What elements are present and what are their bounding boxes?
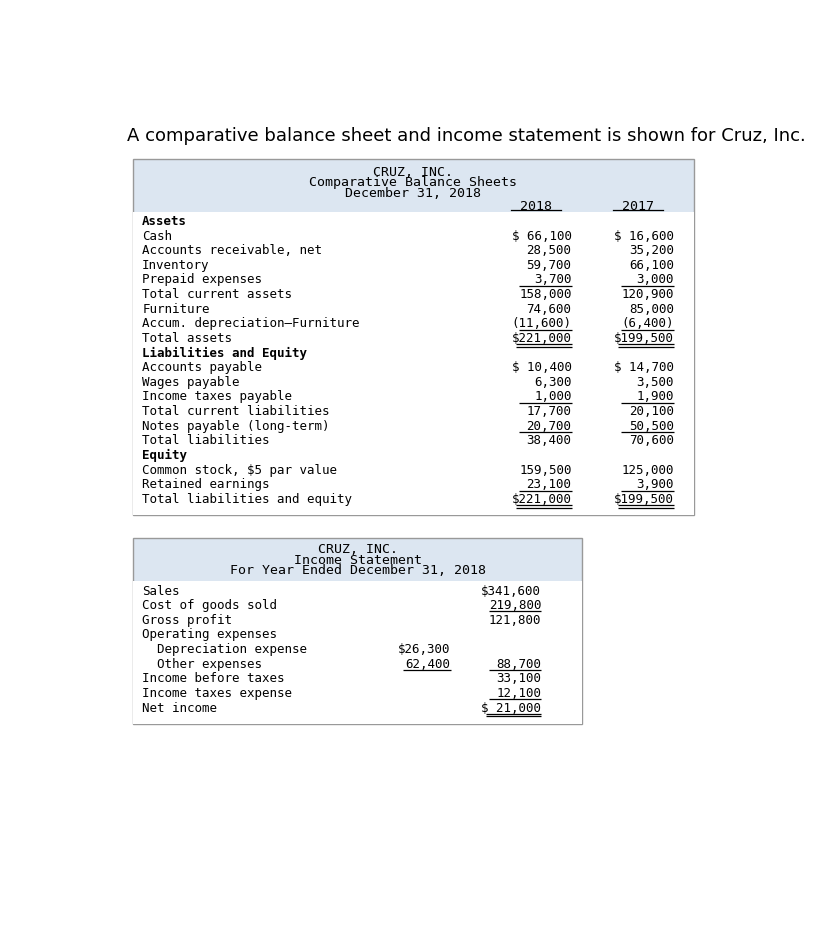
Text: 219,800: 219,800 (488, 599, 541, 612)
Text: 120,900: 120,900 (620, 288, 673, 301)
Text: Cash: Cash (142, 229, 172, 243)
Text: Notes payable (long-term): Notes payable (long-term) (142, 420, 329, 432)
Text: Accum. depreciation–Furniture: Accum. depreciation–Furniture (142, 317, 359, 330)
Text: Equity: Equity (142, 449, 187, 462)
Text: $221,000: $221,000 (511, 493, 571, 506)
Text: $341,600: $341,600 (480, 584, 541, 598)
Text: (6,400): (6,400) (620, 317, 673, 330)
Text: 88,700: 88,700 (495, 658, 541, 670)
Text: $ 14,700: $ 14,700 (613, 362, 673, 374)
Text: Common stock, $5 par value: Common stock, $5 par value (142, 464, 337, 477)
Text: 28,500: 28,500 (526, 244, 571, 257)
Text: 158,000: 158,000 (519, 288, 571, 301)
Text: 38,400: 38,400 (526, 434, 571, 447)
Text: Other expenses: Other expenses (142, 658, 262, 670)
Text: Operating expenses: Operating expenses (142, 629, 277, 641)
Text: Inventory: Inventory (142, 259, 209, 272)
Text: $26,300: $26,300 (398, 643, 450, 656)
Text: Net income: Net income (142, 701, 217, 715)
Text: (11,600): (11,600) (511, 317, 571, 330)
Text: 3,900: 3,900 (636, 479, 673, 491)
Text: For Year Ended December 31, 2018: For Year Ended December 31, 2018 (229, 565, 485, 578)
Text: Income before taxes: Income before taxes (142, 672, 284, 685)
Text: 17,700: 17,700 (526, 405, 571, 418)
Text: Liabilities and Equity: Liabilities and Equity (142, 346, 307, 360)
Text: 74,600: 74,600 (526, 303, 571, 315)
Text: 59,700: 59,700 (526, 259, 571, 272)
Text: 159,500: 159,500 (519, 464, 571, 477)
FancyBboxPatch shape (133, 160, 693, 515)
Text: Wages payable: Wages payable (142, 376, 240, 389)
Text: $ 21,000: $ 21,000 (480, 701, 541, 715)
Text: 85,000: 85,000 (629, 303, 673, 315)
Text: 2017: 2017 (622, 199, 653, 212)
Text: Total current liabilities: Total current liabilities (142, 405, 329, 418)
Text: $221,000: $221,000 (511, 332, 571, 345)
Text: CRUZ, INC.: CRUZ, INC. (373, 165, 453, 178)
Text: $199,500: $199,500 (613, 493, 673, 506)
Text: $199,500: $199,500 (613, 332, 673, 345)
Text: Sales: Sales (142, 584, 179, 598)
Text: 121,800: 121,800 (488, 614, 541, 627)
Text: Total assets: Total assets (142, 332, 232, 345)
Text: December 31, 2018: December 31, 2018 (345, 187, 481, 200)
Text: Income taxes payable: Income taxes payable (142, 391, 292, 403)
Text: Income taxes expense: Income taxes expense (142, 687, 292, 700)
Text: A comparative balance sheet and income statement is shown for Cruz, Inc.: A comparative balance sheet and income s… (127, 127, 805, 145)
Text: 70,600: 70,600 (629, 434, 673, 447)
Text: 35,200: 35,200 (629, 244, 673, 257)
Text: Total current assets: Total current assets (142, 288, 292, 301)
Text: Total liabilities and equity: Total liabilities and equity (142, 493, 351, 506)
Text: 20,700: 20,700 (526, 420, 571, 432)
Text: 125,000: 125,000 (620, 464, 673, 477)
Text: 50,500: 50,500 (629, 420, 673, 432)
Text: Accounts receivable, net: Accounts receivable, net (142, 244, 322, 257)
Text: 3,700: 3,700 (533, 274, 571, 286)
Text: Retained earnings: Retained earnings (142, 479, 270, 491)
Text: $ 66,100: $ 66,100 (511, 229, 571, 243)
Text: $ 10,400: $ 10,400 (511, 362, 571, 374)
Text: Comparative Balance Sheets: Comparative Balance Sheets (309, 177, 517, 190)
Text: Accounts payable: Accounts payable (142, 362, 262, 374)
Text: 2018: 2018 (519, 199, 552, 212)
Text: 12,100: 12,100 (495, 687, 541, 700)
Text: Cost of goods sold: Cost of goods sold (142, 599, 277, 612)
Text: Prepaid expenses: Prepaid expenses (142, 274, 262, 286)
Text: 66,100: 66,100 (629, 259, 673, 272)
Text: 3,000: 3,000 (636, 274, 673, 286)
Text: Depreciation expense: Depreciation expense (142, 643, 307, 656)
Text: 1,000: 1,000 (533, 391, 571, 403)
Text: 23,100: 23,100 (526, 479, 571, 491)
Text: Gross profit: Gross profit (142, 614, 232, 627)
Text: $ 16,600: $ 16,600 (613, 229, 673, 243)
Text: Assets: Assets (142, 215, 187, 228)
Text: 1,900: 1,900 (636, 391, 673, 403)
Text: Total liabilities: Total liabilities (142, 434, 270, 447)
FancyBboxPatch shape (133, 211, 693, 515)
Text: 20,100: 20,100 (629, 405, 673, 418)
FancyBboxPatch shape (133, 582, 581, 724)
Text: Furniture: Furniture (142, 303, 209, 315)
Text: CRUZ, INC.: CRUZ, INC. (318, 543, 397, 556)
Text: 3,500: 3,500 (636, 376, 673, 389)
FancyBboxPatch shape (133, 538, 581, 724)
Text: 33,100: 33,100 (495, 672, 541, 685)
Text: 6,300: 6,300 (533, 376, 571, 389)
Text: 62,400: 62,400 (405, 658, 450, 670)
Text: Income Statement: Income Statement (294, 554, 421, 566)
